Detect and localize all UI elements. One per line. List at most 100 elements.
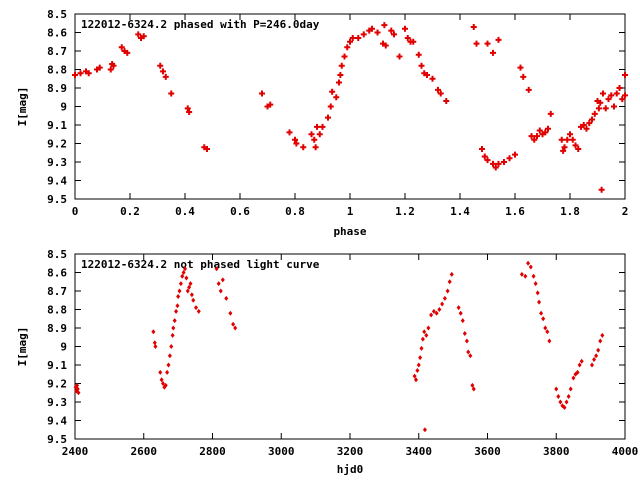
data-point <box>347 38 353 45</box>
y-axis-label: I[mag] <box>16 87 29 127</box>
y-tick-label: 9.4 <box>47 415 67 428</box>
data-point <box>158 369 163 375</box>
data-point <box>188 281 193 287</box>
data-point <box>220 277 225 283</box>
data-point <box>388 27 395 34</box>
y-tick-label: 9.2 <box>47 378 67 391</box>
data-point <box>429 75 436 82</box>
data-point <box>598 186 605 193</box>
data-point <box>594 97 601 104</box>
data-point <box>531 136 538 143</box>
y-tick-label: 9.1 <box>47 359 67 372</box>
data-point <box>292 136 298 143</box>
data-point <box>528 133 535 140</box>
x-tick-label: 1 <box>347 205 354 218</box>
data-point <box>174 308 179 314</box>
data-point <box>571 375 576 381</box>
data-point <box>512 151 518 158</box>
data-point <box>196 308 201 314</box>
data-point <box>481 153 488 160</box>
data-point <box>183 266 187 272</box>
data-point <box>580 122 587 128</box>
data-point <box>575 369 580 375</box>
data-point <box>458 310 463 316</box>
y-tick-label: 8.5 <box>47 248 67 261</box>
data-point <box>187 284 192 290</box>
data-point <box>429 312 434 318</box>
data-point <box>598 338 603 344</box>
data-point <box>374 29 381 36</box>
data-point <box>381 22 388 29</box>
data-point <box>360 31 367 38</box>
data-point <box>333 94 340 101</box>
data-point <box>422 427 427 433</box>
data-point <box>180 273 185 279</box>
x-tick-label: 0.2 <box>120 205 140 218</box>
data-point <box>622 72 628 79</box>
x-tick-label: 3600 <box>474 445 501 458</box>
data-point <box>366 27 373 34</box>
data-point <box>445 288 450 294</box>
data-point <box>329 88 336 95</box>
data-point <box>341 53 348 60</box>
data-point <box>157 62 164 69</box>
y-tick-label: 8.9 <box>47 82 67 95</box>
data-point <box>85 70 92 77</box>
data-point <box>337 72 344 79</box>
data-point <box>382 42 389 49</box>
data-point <box>525 86 532 93</box>
data-point <box>72 72 78 79</box>
data-point <box>185 288 190 294</box>
y-tick-label: 8.6 <box>47 267 67 280</box>
phased-plot: 8.5 8.6 8.7 8.8 8.9 9 9.1 9.2 9.3 9.4 9.5 0 0.2 0.4 0.… <box>16 8 628 238</box>
data-point <box>135 31 142 38</box>
data-point <box>138 35 144 42</box>
data-point <box>396 53 403 60</box>
data-point <box>415 51 422 58</box>
data-point <box>231 321 236 327</box>
data-point <box>569 136 576 143</box>
data-point <box>170 332 175 338</box>
data-point <box>327 103 334 110</box>
data-point <box>437 307 442 312</box>
data-point <box>490 160 496 167</box>
data-point <box>479 146 485 153</box>
y-tick-label: 8.8 <box>47 64 67 77</box>
y-tick-label: 9.2 <box>47 138 67 151</box>
y-tick-label: 8.8 <box>47 304 67 317</box>
data-point <box>501 159 507 165</box>
data-point <box>437 90 444 97</box>
data-point <box>110 62 117 69</box>
x-tick-label: 0 <box>72 205 79 218</box>
data-point <box>421 70 428 77</box>
data-point <box>338 62 345 69</box>
data-point <box>531 273 536 279</box>
data-point <box>76 390 81 396</box>
data-point <box>564 399 569 405</box>
data-point <box>319 123 326 130</box>
data-point <box>490 49 496 56</box>
data-point <box>422 329 427 335</box>
data-point <box>562 405 567 411</box>
data-point <box>178 281 183 287</box>
data-point <box>194 305 198 311</box>
data-point <box>233 325 238 331</box>
data-point <box>535 290 540 296</box>
x-tick-label: 0.4 <box>175 205 195 218</box>
data-point <box>545 329 550 335</box>
data-point <box>495 160 502 167</box>
y-tick-label: 9.1 <box>47 119 67 132</box>
data-point <box>495 36 502 43</box>
data-point <box>424 332 429 338</box>
data-point <box>442 295 447 301</box>
data-point <box>184 275 189 281</box>
data-point <box>590 362 594 368</box>
data-point <box>545 125 551 132</box>
data-point <box>94 66 100 73</box>
data-point <box>420 336 425 342</box>
data-point <box>533 281 538 287</box>
data-point <box>595 105 602 112</box>
y-tick-label: 9 <box>60 341 67 354</box>
data-point <box>267 101 274 108</box>
data-point <box>611 103 617 110</box>
